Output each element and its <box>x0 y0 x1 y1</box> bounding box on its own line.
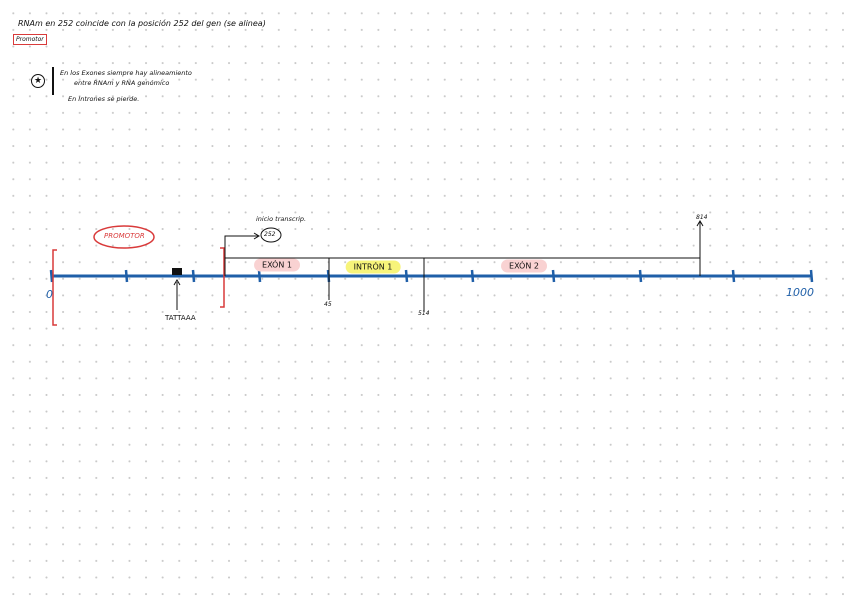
note-line-1: RNAm en 252 coincide con la posición 252… <box>18 19 266 28</box>
star-icon: ★ <box>31 74 45 88</box>
axis-tick <box>124 269 129 283</box>
axis-tick <box>49 269 54 283</box>
promotor-bracket-left <box>52 249 57 326</box>
brace-divider <box>52 67 54 95</box>
intron-1-label: INTRÓN 1 <box>345 260 401 274</box>
exon-1-label: EXÓN 1 <box>254 258 300 272</box>
star-note-1: En los Exones siempre hay alineamiento <box>60 69 192 77</box>
promotor-label: PROMOTOR <box>104 232 145 240</box>
start-label: inicio transcrip. <box>256 215 307 223</box>
tata-label: TATTAAA <box>165 314 196 322</box>
start-arrow <box>224 235 258 276</box>
axis-start-label: 0 <box>46 288 53 301</box>
axis-tick <box>731 269 736 283</box>
axis-tick <box>470 269 475 283</box>
axis-end-label: 1000 <box>786 286 814 299</box>
axis-tick <box>809 269 814 283</box>
mark-45: 45 <box>324 301 332 308</box>
axis-tick <box>638 269 643 283</box>
axis-tick <box>257 269 262 283</box>
exon-2-label: EXÓN 2 <box>501 259 547 273</box>
promotor-ellipse <box>93 225 155 249</box>
axis-tick <box>404 269 409 283</box>
start-circle <box>260 227 282 243</box>
star-note-2: entre RNAm y RNA genómico <box>74 79 170 87</box>
start-position: 252 <box>264 231 276 238</box>
star-note-3: En Intrones se pierde. <box>68 95 140 103</box>
tata-box <box>172 268 182 275</box>
mark-514: 514 <box>418 310 430 317</box>
axis-tick <box>551 269 556 283</box>
axis-tick <box>191 269 196 283</box>
promotor-boxed-label: Promotor <box>13 34 47 45</box>
promotor-bracket-right <box>220 247 225 308</box>
mark-814: 814 <box>696 214 708 221</box>
